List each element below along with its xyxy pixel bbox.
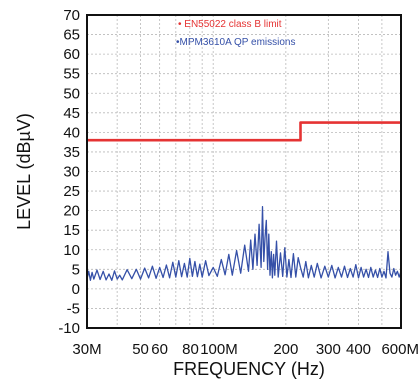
y-tick-label: 25: [63, 183, 80, 200]
y-tick-label: 50: [63, 85, 80, 102]
x-tick-label: 300: [316, 341, 341, 358]
x-tick-label: 80: [182, 341, 199, 358]
x-tick-label: 100M: [200, 341, 238, 358]
x-tick-label: 50: [132, 341, 149, 358]
x-axis-title: FREQUENCY (Hz): [173, 359, 325, 379]
legend: • EN55022 class B limit •MPM3610A QP emi…: [176, 19, 295, 48]
x-tick-label: 600M: [381, 341, 419, 358]
y-tick-label: 40: [63, 124, 80, 141]
y-tick-label: 70: [63, 7, 80, 24]
legend-entry-limit: • EN55022 class B limit: [178, 19, 282, 30]
y-tick-label: 30: [63, 164, 80, 181]
y-tick-label: 20: [63, 203, 80, 220]
y-tick-label: 0: [72, 281, 80, 298]
plot-frame: [86, 14, 402, 329]
limit-line: [87, 121, 401, 142]
x-tick-labels: 30M 50 60 80 100M 200 300 400 600M: [72, 341, 419, 358]
y-axis-title: LEVEL (dBµV): [14, 113, 34, 230]
series-layer: [86, 121, 402, 281]
y-tick-label: -5: [67, 300, 80, 317]
y-tick-label: 65: [63, 27, 80, 44]
y-tick-label: 10: [63, 242, 80, 259]
y-tick-label: -10: [58, 320, 80, 337]
x-tick-label: 200: [273, 341, 298, 358]
x-tick-label: 60: [151, 341, 168, 358]
y-tick-label: 35: [63, 144, 80, 161]
legend-entry-emissions: •MPM3610A QP emissions: [176, 37, 295, 48]
y-tick-label: 45: [63, 105, 80, 122]
y-tick-label: 15: [63, 222, 80, 239]
y-tick-label: 55: [63, 66, 80, 83]
x-tick-label: 30M: [72, 341, 101, 358]
x-tick-label: 400: [346, 341, 371, 358]
emissions-line: [86, 206, 402, 281]
y-tick-label: 5: [72, 261, 80, 278]
y-tick-label: 60: [63, 46, 80, 63]
